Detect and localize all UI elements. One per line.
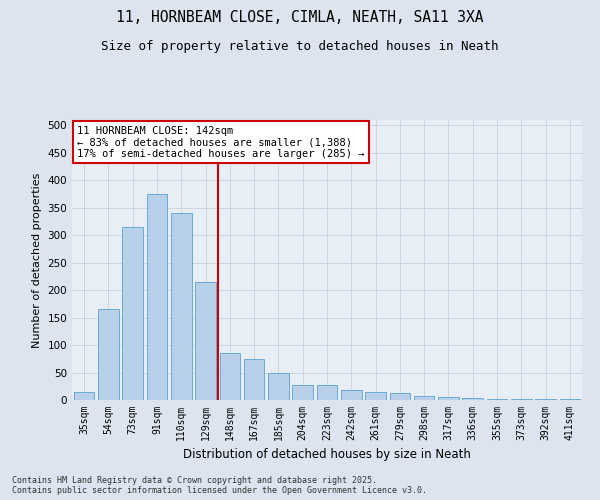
Bar: [438, 398, 459, 400]
Text: 11 HORNBEAM CLOSE: 142sqm
← 83% of detached houses are smaller (1,388)
17% of se: 11 HORNBEAM CLOSE: 142sqm ← 83% of detac…: [77, 126, 365, 159]
Bar: [220, 354, 240, 400]
Bar: [268, 372, 289, 400]
Text: Contains HM Land Registry data © Crown copyright and database right 2025.
Contai: Contains HM Land Registry data © Crown c…: [12, 476, 427, 495]
Bar: [74, 392, 94, 400]
Bar: [463, 398, 483, 400]
Bar: [511, 399, 532, 400]
Bar: [244, 359, 265, 400]
X-axis label: Distribution of detached houses by size in Neath: Distribution of detached houses by size …: [183, 448, 471, 462]
Text: Size of property relative to detached houses in Neath: Size of property relative to detached ho…: [101, 40, 499, 53]
Bar: [414, 396, 434, 400]
Text: 11, HORNBEAM CLOSE, CIMLA, NEATH, SA11 3XA: 11, HORNBEAM CLOSE, CIMLA, NEATH, SA11 3…: [116, 10, 484, 25]
Bar: [341, 390, 362, 400]
Bar: [122, 227, 143, 400]
Bar: [195, 282, 216, 400]
Bar: [365, 392, 386, 400]
Bar: [146, 194, 167, 400]
Bar: [389, 394, 410, 400]
Bar: [98, 310, 119, 400]
Bar: [171, 214, 191, 400]
Bar: [487, 399, 508, 400]
Bar: [317, 384, 337, 400]
Bar: [292, 384, 313, 400]
Y-axis label: Number of detached properties: Number of detached properties: [32, 172, 42, 348]
